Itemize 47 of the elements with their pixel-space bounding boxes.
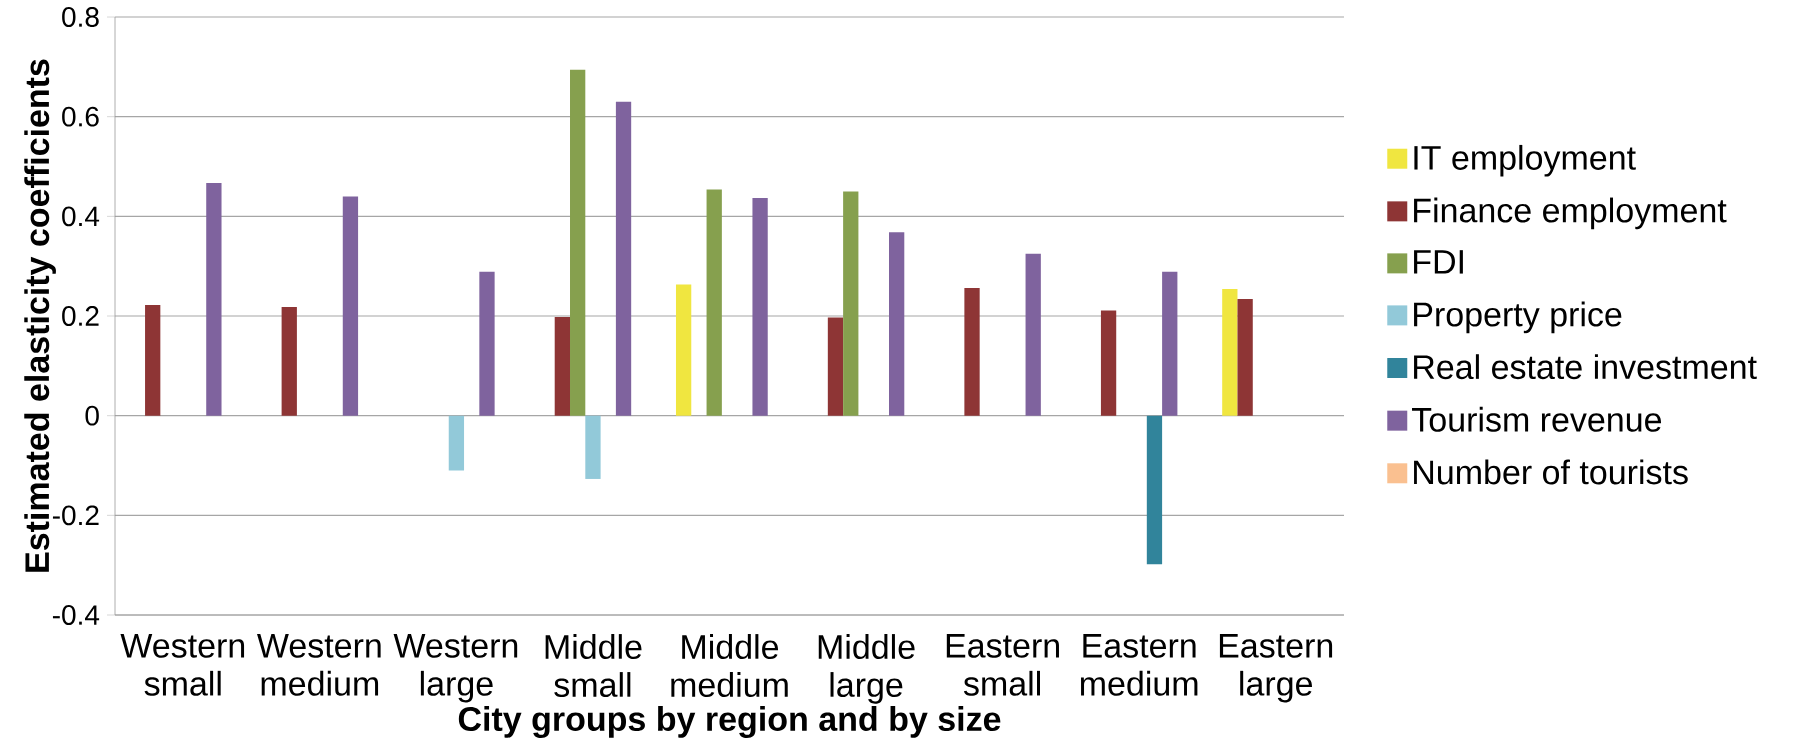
x-tick-label: Western medium bbox=[257, 634, 381, 696]
legend-label: Property price bbox=[1414, 301, 1622, 334]
y-tick-label: -0.2 bbox=[52, 505, 99, 526]
legend-label: FDI bbox=[1414, 250, 1463, 274]
x-tick-label: Middle medium bbox=[671, 634, 788, 698]
bar bbox=[448, 415, 465, 471]
bar bbox=[1222, 289, 1238, 416]
bar bbox=[1237, 299, 1253, 416]
bar bbox=[1100, 310, 1117, 416]
y-tick-label: 0.6 bbox=[62, 106, 99, 127]
y-tick-label: 0.4 bbox=[62, 206, 100, 227]
bar bbox=[843, 191, 859, 416]
bar bbox=[554, 317, 571, 416]
legend-label: Number of tourists bbox=[1414, 459, 1688, 485]
bar bbox=[752, 197, 768, 416]
legend-label: Real estate investment bbox=[1414, 354, 1757, 380]
x-tick-label: Eastern medium bbox=[1080, 634, 1198, 696]
bar bbox=[615, 101, 632, 416]
y-tick-label: 0.2 bbox=[62, 306, 99, 326]
bar bbox=[281, 307, 297, 416]
bar bbox=[206, 182, 222, 416]
x-tick-label: Eastern large bbox=[1219, 634, 1333, 703]
bar bbox=[675, 284, 692, 416]
bar bbox=[827, 317, 844, 416]
bar bbox=[479, 271, 495, 416]
y-tick-label: -0.4 bbox=[52, 605, 100, 625]
x-tick-label: Middle small bbox=[545, 634, 642, 698]
bar bbox=[964, 288, 980, 416]
bar bbox=[585, 415, 601, 479]
bar bbox=[342, 196, 359, 416]
y-tick-label: 0.8 bbox=[62, 7, 99, 27]
x-tick-label: Western small bbox=[120, 634, 245, 696]
x-tick-label: Western large bbox=[393, 634, 518, 703]
x-tick-label: Middle large bbox=[818, 634, 915, 704]
bar bbox=[570, 69, 586, 416]
x-tick-label: Eastern small bbox=[946, 634, 1059, 696]
legend-label: Tourism revenue bbox=[1412, 406, 1662, 432]
bar bbox=[145, 305, 161, 416]
x-axis-title: City groups by region and by size bbox=[458, 706, 1001, 738]
bar bbox=[706, 189, 722, 416]
legend-label: Finance employment bbox=[1414, 197, 1727, 230]
bar bbox=[1025, 253, 1041, 416]
bar bbox=[889, 232, 905, 416]
bar bbox=[1146, 415, 1163, 565]
y-tick-label: 0 bbox=[85, 405, 99, 426]
legend-label: IT employment bbox=[1414, 144, 1636, 177]
bar bbox=[1162, 271, 1178, 416]
